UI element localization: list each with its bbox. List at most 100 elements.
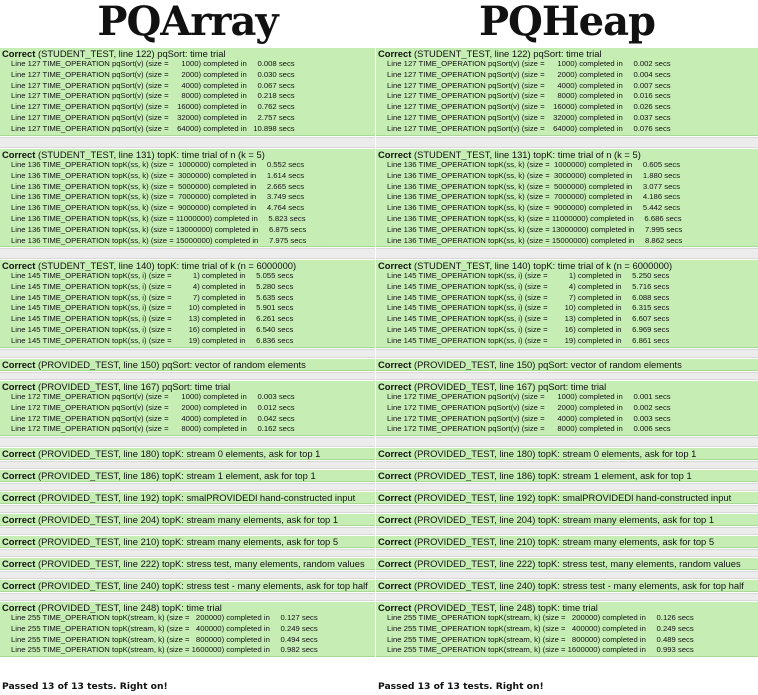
- test-header: Correct (PROVIDED_TEST, line 248) topK: …: [0, 602, 375, 613]
- timing-line: Line 145 TIME_OPERATION topK(ss, i) (siz…: [11, 324, 294, 334]
- test-header: Correct (PROVIDED_TEST, line 150) pqSort…: [376, 359, 758, 370]
- divider: [376, 248, 758, 259]
- status-label: Correct: [378, 48, 412, 59]
- test-header: Correct (STUDENT_TEST, line 122) pqSort:…: [0, 48, 375, 59]
- test-header: Correct (PROVIDED_TEST, line 210) topK: …: [0, 536, 375, 547]
- divider: [0, 461, 375, 469]
- divider: [0, 505, 375, 513]
- test-result-block: Correct (PROVIDED_TEST, line 150) pqSort…: [0, 359, 375, 371]
- timing-line: Line 145 TIME_OPERATION topK(ss, i) (siz…: [387, 281, 670, 291]
- test-description: (STUDENT_TEST, line 122) pqSort: time tr…: [35, 48, 226, 59]
- timing-line: Line 255 TIME_OPERATION topK(stream, k) …: [387, 634, 694, 644]
- timing-line: Line 145 TIME_OPERATION topK(ss, i) (siz…: [11, 314, 294, 324]
- test-result-block: Correct (PROVIDED_TEST, line 150) pqSort…: [376, 359, 758, 371]
- timing-line: Line 255 TIME_OPERATION topK(stream, k) …: [387, 623, 694, 633]
- divider: [0, 593, 375, 601]
- test-result-block: Correct (PROVIDED_TEST, line 180) topK: …: [376, 448, 758, 460]
- summary-text: Passed 13 of 13 tests. Right on!: [378, 681, 544, 692]
- test-result-block: Correct (STUDENT_TEST, line 140) topK: t…: [0, 260, 375, 348]
- timing-line: Line 145 TIME_OPERATION topK(ss, i) (siz…: [387, 303, 670, 313]
- test-header: Correct (PROVIDED_TEST, line 222) topK: …: [0, 558, 375, 569]
- test-description: (PROVIDED_TEST, line 248) topK: time tri…: [411, 602, 598, 613]
- divider: [376, 505, 758, 513]
- test-header: Correct (PROVIDED_TEST, line 180) topK: …: [0, 448, 375, 459]
- timing-line: Line 127 TIME_OPERATION pqSort(v) (size …: [387, 102, 671, 112]
- timing-line: Line 145 TIME_OPERATION topK(ss, i) (siz…: [387, 292, 670, 302]
- test-result-block: Correct (STUDENT_TEST, line 131) topK: t…: [0, 149, 375, 248]
- timing-line: Line 136 TIME_OPERATION topK(ss, k) (siz…: [11, 203, 305, 213]
- test-description: (PROVIDED_TEST, line 186) topK: stream 1…: [411, 470, 692, 481]
- test-description: (PROVIDED_TEST, line 248) topK: time tri…: [35, 602, 222, 613]
- test-header: Correct (PROVIDED_TEST, line 210) topK: …: [376, 536, 758, 547]
- timing-line: Line 127 TIME_OPERATION pqSort(v) (size …: [387, 69, 671, 79]
- test-description: (PROVIDED_TEST, line 210) topK: stream m…: [35, 536, 339, 547]
- timing-line: Line 127 TIME_OPERATION pqSort(v) (size …: [11, 102, 295, 112]
- test-result-block: Correct (STUDENT_TEST, line 131) topK: t…: [376, 149, 758, 248]
- timing-line: Line 145 TIME_OPERATION topK(ss, i) (siz…: [11, 281, 294, 291]
- status-label: Correct: [378, 602, 412, 613]
- timing-line: Line 127 TIME_OPERATION pqSort(v) (size …: [11, 123, 295, 133]
- test-result-block: Correct (PROVIDED_TEST, line 167) pqSort…: [376, 381, 758, 437]
- timing-line: Line 127 TIME_OPERATION pqSort(v) (size …: [387, 80, 671, 90]
- timing-line: Line 127 TIME_OPERATION pqSort(v) (size …: [387, 123, 671, 133]
- test-description: (PROVIDED_TEST, line 167) pqSort: time t…: [35, 381, 231, 392]
- timing-line: Line 145 TIME_OPERATION topK(ss, i) (siz…: [387, 335, 670, 345]
- timing-line: Line 172 TIME_OPERATION pqSort(v) (size …: [11, 413, 295, 423]
- test-result-block: Correct (STUDENT_TEST, line 140) topK: t…: [376, 260, 758, 348]
- divider: [376, 461, 758, 469]
- status-label: Correct: [378, 359, 412, 370]
- timing-line: Line 136 TIME_OPERATION topK(ss, k) (siz…: [387, 192, 681, 202]
- pqheap-results-panel: PQHeap Correct (STUDENT_TEST, line 122) …: [376, 0, 758, 658]
- timing-line: Line 145 TIME_OPERATION topK(ss, i) (siz…: [11, 292, 294, 302]
- timing-line: Line 145 TIME_OPERATION topK(ss, i) (siz…: [387, 271, 670, 280]
- test-description: (PROVIDED_TEST, line 186) topK: stream 1…: [35, 470, 316, 481]
- test-result-block: Correct (PROVIDED_TEST, line 204) topK: …: [0, 514, 375, 526]
- test-description: (PROVIDED_TEST, line 150) pqSort: vector…: [35, 359, 306, 370]
- panel-title: PQHeap: [478, 0, 656, 45]
- test-description: (PROVIDED_TEST, line 222) topK: stress t…: [411, 558, 741, 569]
- timing-line: Line 136 TIME_OPERATION topK(ss, k) (siz…: [11, 160, 305, 169]
- status-label: Correct: [378, 149, 412, 160]
- timing-line: Line 172 TIME_OPERATION pqSort(v) (size …: [387, 392, 671, 401]
- divider: [376, 348, 758, 358]
- timing-line: Line 136 TIME_OPERATION topK(ss, k) (siz…: [387, 213, 682, 223]
- divider: [0, 527, 375, 535]
- status-label: Correct: [2, 260, 36, 271]
- timing-line: Line 172 TIME_OPERATION pqSort(v) (size …: [387, 424, 671, 434]
- test-result-block: Correct (STUDENT_TEST, line 122) pqSort:…: [0, 48, 375, 136]
- status-label: Correct: [2, 602, 36, 613]
- test-header: Correct (STUDENT_TEST, line 131) topK: t…: [376, 149, 758, 160]
- status-label: Correct: [2, 149, 36, 160]
- test-description: (PROVIDED_TEST, line 192) topK: smalPROV…: [411, 492, 732, 503]
- divider: [0, 348, 375, 358]
- timing-line: Line 172 TIME_OPERATION pqSort(v) (size …: [11, 402, 295, 412]
- test-header: Correct (PROVIDED_TEST, line 204) topK: …: [0, 514, 375, 525]
- test-result-block: Correct (PROVIDED_TEST, line 167) pqSort…: [0, 381, 375, 437]
- test-result-block: Correct (PROVIDED_TEST, line 204) topK: …: [376, 514, 758, 526]
- status-label: Correct: [2, 580, 36, 591]
- status-label: Correct: [378, 470, 412, 481]
- test-result-block: Correct (PROVIDED_TEST, line 222) topK: …: [0, 558, 375, 570]
- test-result-block: Correct (PROVIDED_TEST, line 222) topK: …: [376, 558, 758, 570]
- timing-line: Line 255 TIME_OPERATION topK(stream, k) …: [11, 623, 318, 633]
- timing-line: Line 172 TIME_OPERATION pqSort(v) (size …: [11, 424, 295, 434]
- timing-line: Line 136 TIME_OPERATION topK(ss, k) (siz…: [11, 213, 306, 223]
- test-description: (PROVIDED_TEST, line 210) topK: stream m…: [411, 536, 715, 547]
- test-result-block: Correct (PROVIDED_TEST, line 186) topK: …: [0, 470, 375, 482]
- timing-line: Line 136 TIME_OPERATION topK(ss, k) (siz…: [387, 170, 681, 180]
- test-result-block: Correct (PROVIDED_TEST, line 248) topK: …: [0, 602, 375, 658]
- test-header: Correct (PROVIDED_TEST, line 186) topK: …: [376, 470, 758, 481]
- test-description: (STUDENT_TEST, line 140) topK: time tria…: [411, 260, 673, 271]
- test-description: (PROVIDED_TEST, line 222) topK: stress t…: [35, 558, 365, 569]
- timing-line: Line 127 TIME_OPERATION pqSort(v) (size …: [387, 91, 671, 101]
- timing-line: Line 255 TIME_OPERATION topK(stream, k) …: [11, 634, 318, 644]
- test-header: Correct (STUDENT_TEST, line 140) topK: t…: [0, 260, 375, 271]
- status-label: Correct: [2, 536, 36, 547]
- timing-line: Line 145 TIME_OPERATION topK(ss, i) (siz…: [387, 324, 670, 334]
- divider: [376, 571, 758, 579]
- status-label: Correct: [2, 359, 36, 370]
- test-description: (PROVIDED_TEST, line 240) topK: stress t…: [35, 580, 368, 591]
- timing-line: Line 136 TIME_OPERATION topK(ss, k) (siz…: [11, 235, 307, 245]
- timing-line: Line 255 TIME_OPERATION topK(stream, k) …: [11, 645, 318, 655]
- timing-line: Line 172 TIME_OPERATION pqSort(v) (size …: [387, 402, 671, 412]
